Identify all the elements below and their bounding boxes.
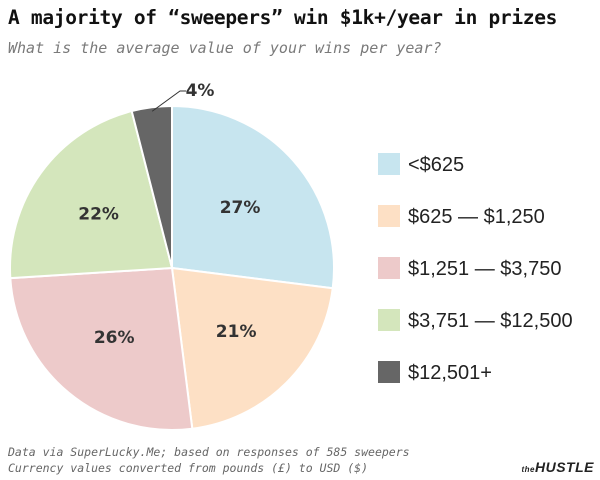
slice-label-3751-12500: 22% [78, 205, 119, 225]
legend-swatch-625-1250 [378, 205, 400, 227]
brand-name: HUSTLE [535, 459, 594, 475]
pie-chart: 27% 21% 26% 22% 4% <$625 $625 — $1,250 $1,251 … [9, 81, 573, 431]
legend-label-625-1250: $625 — $1,250 [408, 206, 545, 228]
legend-swatch-1251-3750 [378, 257, 400, 279]
legend-label-1251-3750: $1,251 — $3,750 [408, 258, 561, 280]
pie-labels: 27% 21% 26% 22% 4% [78, 81, 260, 348]
legend-swatch-lt-625 [378, 153, 400, 175]
pie-slice-12501-plus [130, 104, 173, 269]
chart-title: A majority of “sweepers” win $1k+/year i… [8, 6, 558, 29]
pie-slice-1251-3750 [9, 266, 194, 431]
pie-slice-3751-12500 [9, 109, 174, 280]
slice-label-625-1250: 21% [216, 322, 257, 342]
legend-label-12501-plus: $12,501+ [408, 362, 492, 384]
legend-swatch-12501-plus [378, 361, 400, 383]
source-line-1: Data via SuperLucky.Me; based on respons… [8, 445, 410, 459]
pie-slice-lt-625 [171, 104, 335, 290]
legend-label-lt-625: <$625 [408, 154, 464, 176]
pie-slice-625-1250 [170, 266, 334, 430]
brand-logo: theHUSTLE [522, 459, 595, 475]
source-note: Data via SuperLucky.Me; based on respons… [8, 444, 410, 476]
legend-label-3751-12500: $3,751 — $12,500 [408, 310, 573, 332]
brand-prefix: the [521, 465, 535, 474]
slice-label-1251-3750: 26% [94, 328, 135, 348]
slice-label-lt-625: 27% [220, 198, 261, 218]
pie-slices [9, 104, 335, 431]
source-line-2: Currency values converted from pounds (£… [8, 461, 369, 475]
chart-subtitle: What is the average value of your wins p… [8, 39, 442, 57]
legend-swatch-3751-12500 [378, 309, 400, 331]
slice-label-12501-plus: 4% [186, 81, 215, 101]
legend: <$625 $625 — $1,250 $1,251 — $3,750 $3,751 … [378, 153, 573, 384]
leader-line-12501-plus [151, 90, 186, 112]
